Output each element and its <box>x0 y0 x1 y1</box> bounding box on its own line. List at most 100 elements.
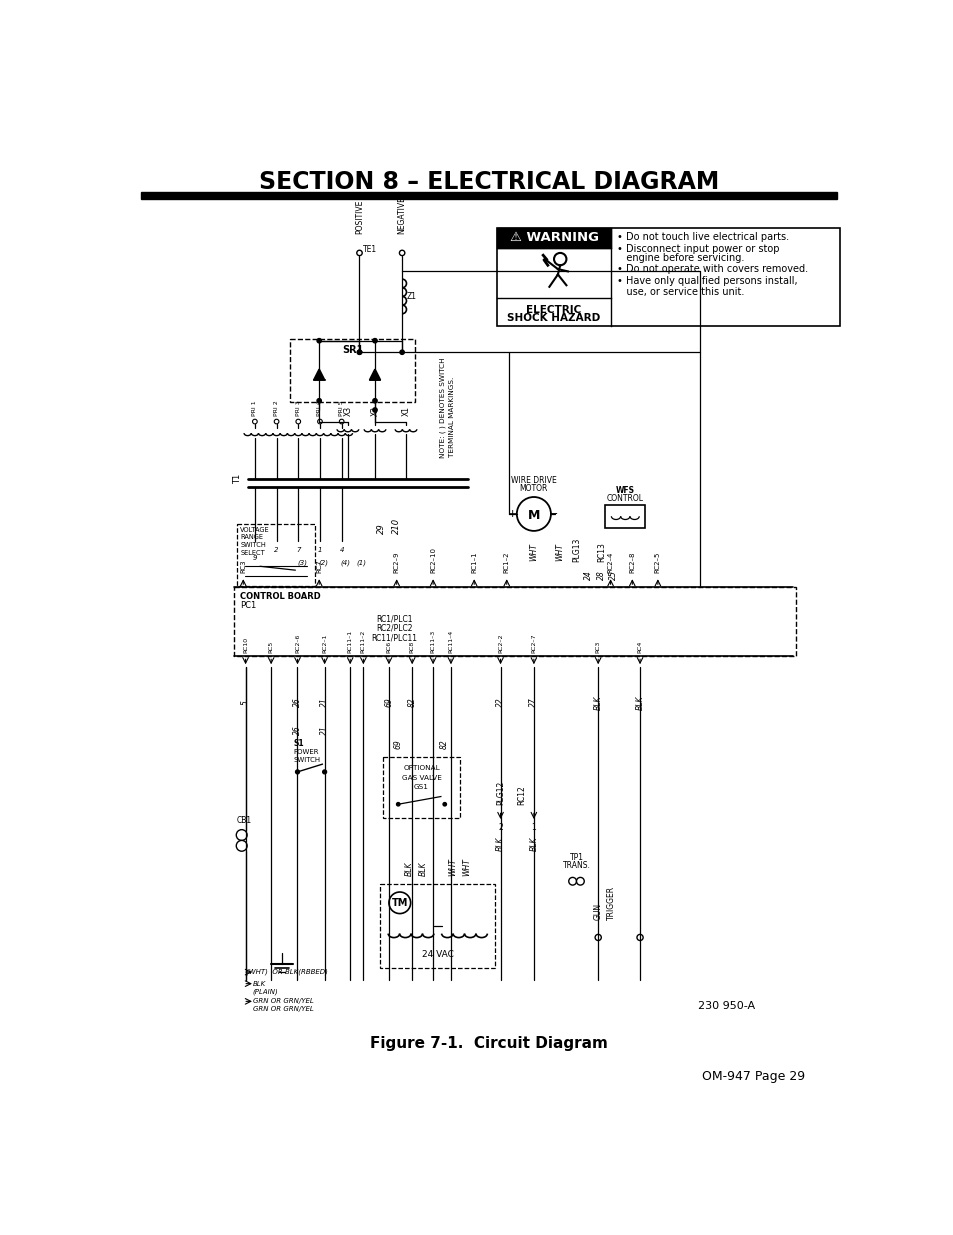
Text: +: + <box>507 509 517 519</box>
Text: ⚠ WARNING: ⚠ WARNING <box>509 231 598 245</box>
Circle shape <box>442 803 446 806</box>
Text: GRN OR GRN/YEL: GRN OR GRN/YEL <box>253 1007 313 1011</box>
Text: RC3: RC3 <box>240 559 246 573</box>
Circle shape <box>396 803 399 806</box>
Text: POSITIVE: POSITIVE <box>355 200 364 235</box>
Text: 26: 26 <box>293 726 302 735</box>
Circle shape <box>357 350 361 354</box>
Polygon shape <box>369 369 380 380</box>
Text: CONTROL BOARD: CONTROL BOARD <box>240 592 320 600</box>
Bar <box>236 524 314 585</box>
Text: SECTION 8 – ELECTRICAL DIAGRAM: SECTION 8 – ELECTRICAL DIAGRAM <box>258 170 719 194</box>
Text: PLG12: PLG12 <box>496 781 504 805</box>
Text: RANGE: RANGE <box>240 535 263 541</box>
Text: RC2–6: RC2–6 <box>294 634 299 652</box>
Text: RC1–2: RC1–2 <box>503 552 509 573</box>
Circle shape <box>316 399 321 403</box>
Text: BLK: BLK <box>253 981 266 987</box>
Bar <box>290 340 415 403</box>
Text: RC12: RC12 <box>517 785 526 805</box>
Text: M: M <box>527 509 539 522</box>
Circle shape <box>568 877 576 885</box>
Circle shape <box>399 350 404 354</box>
Text: 22: 22 <box>496 698 504 708</box>
Bar <box>382 757 459 818</box>
Text: −: − <box>549 509 558 519</box>
Text: TM: TM <box>391 898 408 908</box>
Text: (3): (3) <box>296 559 307 566</box>
Circle shape <box>595 935 600 941</box>
Text: BLK: BLK <box>418 862 427 877</box>
Text: (1): (1) <box>355 559 366 566</box>
Circle shape <box>295 419 300 424</box>
Circle shape <box>356 251 362 256</box>
Circle shape <box>554 253 566 266</box>
Text: GAS VALVE: GAS VALVE <box>401 774 441 781</box>
Text: • Disconnect input power or stop: • Disconnect input power or stop <box>617 245 779 254</box>
Text: PC1: PC1 <box>240 601 256 610</box>
Text: X2: X2 <box>370 406 379 416</box>
Text: 9: 9 <box>253 556 257 561</box>
Text: 69: 69 <box>384 698 393 708</box>
Text: WIRE DRIVE: WIRE DRIVE <box>511 477 557 485</box>
Text: 2: 2 <box>274 547 278 553</box>
Text: engine before servicing.: engine before servicing. <box>617 253 743 263</box>
Text: NOTE: ( ) DENOTES SWITCH: NOTE: ( ) DENOTES SWITCH <box>439 357 446 458</box>
Text: (4): (4) <box>340 559 350 566</box>
Circle shape <box>576 877 583 885</box>
Text: PRI 4: PRI 4 <box>317 400 322 416</box>
Text: • Do not operate with covers removed.: • Do not operate with covers removed. <box>617 264 807 274</box>
Text: X3: X3 <box>343 406 352 416</box>
Text: POWER: POWER <box>294 750 319 755</box>
Bar <box>141 193 836 199</box>
Text: TRIGGER: TRIGGER <box>606 885 616 920</box>
Text: OPTIONAL: OPTIONAL <box>403 766 439 772</box>
Circle shape <box>317 419 322 424</box>
Text: Figure 7-1.  Circuit Diagram: Figure 7-1. Circuit Diagram <box>370 1036 607 1051</box>
Text: 24: 24 <box>583 571 592 580</box>
Circle shape <box>274 419 278 424</box>
Text: PRI 5: PRI 5 <box>339 400 344 416</box>
Text: WFS: WFS <box>616 487 634 495</box>
Text: BLK: BLK <box>529 836 537 851</box>
Text: RC11–4: RC11–4 <box>448 630 453 652</box>
Text: BLK: BLK <box>635 695 644 710</box>
Text: X1: X1 <box>401 406 410 416</box>
Text: BLK: BLK <box>404 862 414 877</box>
Text: (PLAIN): (PLAIN) <box>253 988 278 994</box>
Text: WHT: WHT <box>555 543 563 562</box>
Text: RC2/PLC2: RC2/PLC2 <box>375 624 413 634</box>
Text: 24 VAC: 24 VAC <box>421 950 454 958</box>
Text: VOLTAGE: VOLTAGE <box>240 526 270 532</box>
Text: TP1: TP1 <box>569 853 583 862</box>
Text: RC2–8: RC2–8 <box>629 552 635 573</box>
Text: 27: 27 <box>529 698 537 708</box>
Text: RC5: RC5 <box>269 640 274 652</box>
Text: TERMINAL MARKINGS.: TERMINAL MARKINGS. <box>449 377 455 457</box>
Text: 69: 69 <box>394 740 402 750</box>
Text: CB1: CB1 <box>236 816 252 825</box>
Text: TE1: TE1 <box>363 246 377 254</box>
Text: PRI 1: PRI 1 <box>253 400 257 416</box>
Text: GS1: GS1 <box>414 784 429 790</box>
Text: 5: 5 <box>241 700 250 705</box>
Text: 210: 210 <box>392 517 401 534</box>
Text: (WHT)  OR BLK(RBBED): (WHT) OR BLK(RBBED) <box>245 968 327 976</box>
Text: 2: 2 <box>497 823 502 831</box>
Bar <box>233 587 795 656</box>
Circle shape <box>517 496 550 531</box>
Text: RC2–2: RC2–2 <box>497 634 502 652</box>
Polygon shape <box>314 369 324 380</box>
Text: RC8: RC8 <box>409 640 415 652</box>
Circle shape <box>373 408 376 412</box>
Circle shape <box>373 399 376 403</box>
Circle shape <box>389 892 410 914</box>
Text: RC11/PLC11: RC11/PLC11 <box>371 634 416 642</box>
Text: RC6: RC6 <box>386 640 391 652</box>
Text: • Have only qualified persons install,: • Have only qualified persons install, <box>617 277 797 287</box>
Text: GUN: GUN <box>593 903 602 920</box>
Text: S1: S1 <box>294 740 304 748</box>
Text: NEGATIVE: NEGATIVE <box>397 196 406 235</box>
Text: SWITCH: SWITCH <box>294 757 320 763</box>
Circle shape <box>236 830 247 841</box>
